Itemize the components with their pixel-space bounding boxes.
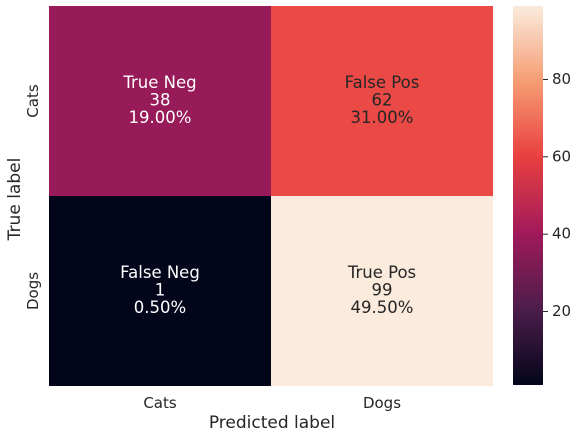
y-axis-title: True label xyxy=(5,158,25,242)
cell-annotation: True Pos xyxy=(347,263,416,282)
colorbar-ticks: 20 40 60 80 xyxy=(543,70,571,320)
x-axis-ticks: Cats Dogs xyxy=(143,394,401,412)
cell-annotation: 19.00% xyxy=(129,108,192,127)
cell-annotation: False Neg xyxy=(120,263,200,282)
x-tick-label: Cats xyxy=(143,394,177,412)
colorbar-tick-label: 20 xyxy=(552,302,571,320)
y-axis-ticks: Cats Dogs xyxy=(24,84,42,310)
cell-annotation: True Neg xyxy=(122,73,196,92)
cell-annotation: 49.50% xyxy=(351,298,414,317)
colorbar-tick-label: 40 xyxy=(552,225,571,243)
x-tick-label: Dogs xyxy=(363,394,401,412)
cell-annotation: 0.50% xyxy=(134,298,186,317)
cell-annotation: 99 xyxy=(372,281,393,300)
y-tick-label: Cats xyxy=(24,84,42,118)
heatmap-cell xyxy=(271,6,493,196)
heatmap-cell xyxy=(49,6,271,196)
colorbar-tick-label: 80 xyxy=(552,70,571,88)
y-tick-label: Dogs xyxy=(24,272,42,310)
heatmap-cell xyxy=(49,196,271,386)
colorbar xyxy=(513,6,543,385)
cell-annotation: False Pos xyxy=(345,73,420,92)
cell-annotation: 62 xyxy=(372,91,393,110)
x-axis-title: Predicted label xyxy=(209,413,335,433)
cell-annotation: 38 xyxy=(150,91,171,110)
heatmap-cell xyxy=(271,196,493,386)
cell-annotation: 1 xyxy=(155,281,166,300)
cell-annotation: 31.00% xyxy=(351,108,414,127)
colorbar-tick-label: 60 xyxy=(552,147,571,165)
